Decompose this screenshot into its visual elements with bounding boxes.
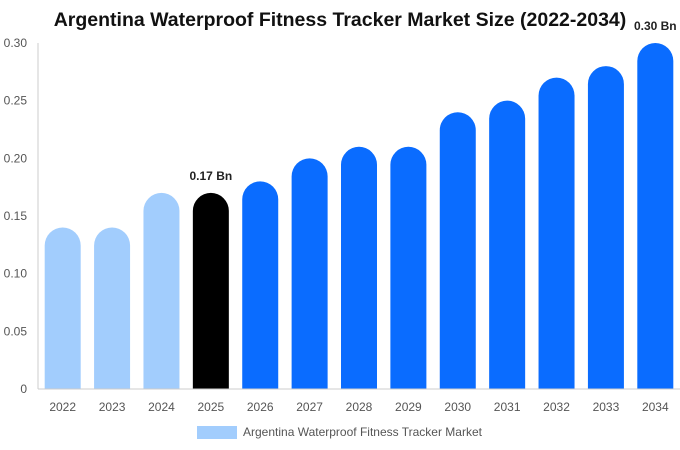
legend[interactable]: Argentina Waterproof Fitness Tracker Mar… <box>197 425 482 439</box>
chart-title: Argentina Waterproof Fitness Tracker Mar… <box>53 9 627 31</box>
y-tick-label: 0.20 <box>4 151 28 165</box>
bar-2027[interactable] <box>291 158 328 389</box>
x-tick-label: 2031 <box>494 400 521 414</box>
x-tick-label: 2028 <box>346 400 373 414</box>
bar-2022[interactable] <box>44 227 81 389</box>
bar-2028[interactable] <box>341 146 377 389</box>
bar-2033[interactable] <box>587 66 624 389</box>
x-tick-label: 2022 <box>49 400 76 414</box>
x-tick-label: 2032 <box>543 400 570 414</box>
x-tick-label: 2027 <box>296 400 323 414</box>
bars-group <box>44 43 674 390</box>
bar-2025[interactable] <box>192 192 229 389</box>
data-label-2034: 0.30 Bn <box>634 19 677 33</box>
bar-2030[interactable] <box>439 112 476 389</box>
bar-2026[interactable] <box>242 181 279 389</box>
x-tick-label: 2023 <box>99 400 126 414</box>
bar-2034[interactable] <box>637 43 674 389</box>
x-tick-label: 2025 <box>197 400 224 414</box>
y-tick-label: 0 <box>20 382 27 396</box>
bar-2023[interactable] <box>94 227 131 389</box>
bar-2029[interactable] <box>390 146 427 389</box>
x-tick-label: 2029 <box>395 400 422 414</box>
bar-2032[interactable] <box>538 77 575 389</box>
x-tick-label: 2034 <box>642 400 669 414</box>
x-axis-ticks: 2022 2023 2024 2025 2026 2027 2028 2029 2030 2031… <box>49 400 669 414</box>
data-label-2025: 0.17 Bn <box>190 169 233 183</box>
y-tick-label: 0.10 <box>4 267 28 281</box>
legend-label: Argentina Waterproof Fitness Tracker Mar… <box>243 425 482 439</box>
y-tick-label: 0.25 <box>4 94 28 108</box>
x-tick-label: 2026 <box>247 400 274 414</box>
x-tick-label: 2033 <box>593 400 620 414</box>
x-tick-label: 2024 <box>148 400 175 414</box>
x-tick-label: 2030 <box>444 400 471 414</box>
y-axis-ticks: 0 0.05 0.10 0.15 0.20 0.25 0.30 <box>4 36 28 396</box>
data-labels-group: 0.17 Bn 0.30 Bn <box>190 19 677 183</box>
y-tick-label: 0.15 <box>4 209 28 223</box>
bar-2024[interactable] <box>143 192 180 389</box>
bar-2031[interactable] <box>489 100 526 390</box>
y-tick-label: 0.05 <box>4 324 28 338</box>
y-tick-label: 0.30 <box>4 36 28 50</box>
legend-swatch <box>197 425 237 439</box>
